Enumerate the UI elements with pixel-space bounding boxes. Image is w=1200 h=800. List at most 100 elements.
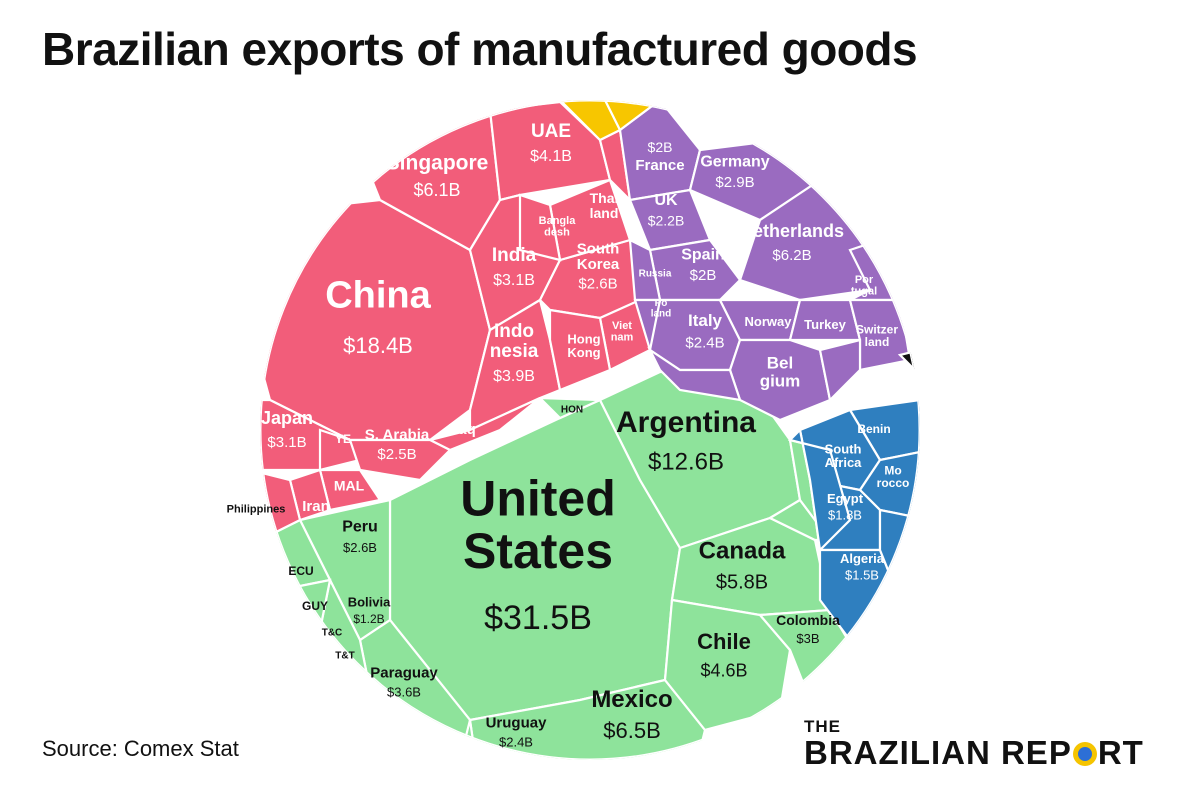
value-egypt: $1.8B [828,508,862,523]
label-chile: Chile [697,629,751,654]
label-india: India [492,245,537,266]
label-united-states-2: States [463,523,613,579]
value-spain: $2B [690,267,717,284]
label-poland-2: land [651,309,672,320]
label-t-t: T&T [335,650,354,661]
label-germany: Germany [700,154,769,171]
value-colombia: $3B [796,631,819,646]
cell-mexico [468,678,707,760]
label-morocco: Mo [884,464,901,478]
cell-europe-edge-1 [818,338,862,403]
value-canada: $5.8B [716,572,768,594]
label-iran: Iran [302,498,330,515]
cell-bangladesh [518,193,562,262]
label-poland: Po [655,298,668,309]
label-mal: MAL [334,478,365,494]
source-note: Source: Comex Stat [42,736,239,761]
label-morocco-2: rocco [877,476,910,490]
label-colombia: Colombia [776,612,840,628]
value-japan: $3.1B [267,434,306,451]
label-benin: Benin [857,422,890,436]
value-france: $2B [648,139,673,155]
label-switzerland: Switzer [856,323,898,337]
cell-africa-edge-2 [878,508,920,622]
label-indonesia-2: nesia [490,341,539,362]
label-uae: UAE [531,121,571,142]
label-guy: GUY [302,599,328,613]
value-s-arabia: $2.5B [377,446,416,463]
label-belgium-2: gium [760,371,801,390]
label-canada: Canada [699,537,786,564]
brand-logo: THE BRAZILIAN REP RT [804,718,1144,771]
logo-part-1: BRAZILIAN REP [804,734,1072,771]
value-singapore: $6.1B [413,180,460,200]
label-t-c: T&C [322,627,343,638]
label-indonesia: Indo [494,321,534,342]
logo-the: THE [804,717,841,736]
value-paraguay: $3.6B [387,684,421,699]
label-uruguay: Uruguay [486,714,548,731]
label-united-states: United [460,470,616,526]
label-vietnam-2: nam [611,331,634,343]
value-peru: $2.6B [343,540,377,555]
value-indonesia: $3.9B [493,368,535,385]
label-norway: Norway [745,314,793,329]
label-italy: Italy [688,311,723,330]
value-chile: $4.6B [700,660,747,680]
cell-europe-edge-2 [647,346,742,402]
label-japan: Japan [261,408,313,428]
value-uk: $2.2B [648,212,685,228]
label-netherlands: Netherlands [740,221,844,241]
label-bolivia: Bolivia [348,594,391,609]
chart-title: Brazilian exports of manufactured goods [42,23,918,75]
label-hong-kong: Hong [567,331,600,346]
label-s-arabia: S. Arabia [365,426,430,443]
label-france: France [635,157,684,174]
label-south-korea: South [577,240,620,257]
ball-icon [1072,742,1097,766]
label-peru: Peru [342,519,378,536]
label-russia: Russia [639,268,672,279]
cell-s-arabia [348,438,452,482]
value-germany: $2.9B [715,174,754,191]
value-united-states: $31.5B [484,599,592,637]
label-argentina: Argentina [616,406,756,439]
label-singapore: Singapore [386,151,489,174]
label-thailand: Thai [590,190,619,206]
label-mexico: Mexico [591,686,672,713]
label-portugal-2: tugal [851,285,877,297]
label-portugal: Por [855,274,874,286]
value-china: $18.4B [343,333,413,358]
label-philippines: Philippines [227,504,286,516]
value-netherlands: $6.2B [772,247,811,264]
logo-part-2: RT [1097,734,1144,771]
label-ecu: ECU [288,564,313,578]
label-switzerland-2: land [865,335,890,349]
label-bangladesh-2: desh [544,226,570,238]
value-bolivia: $1.2B [353,612,384,626]
cell-t-t [288,648,332,703]
logo-wordmark: BRAZILIAN REP RT [804,735,1144,771]
label-belgium: Bel [767,354,793,373]
label-spain: Spain [681,247,725,264]
label-algeria: Algeria [840,551,885,566]
label-egypt: Egypt [827,491,864,506]
cell-africa-edge-1 [787,427,852,553]
label-china: China [325,275,431,317]
label-south-africa-2: Africa [825,455,863,470]
value-algeria: $1.5B [845,568,879,583]
label-ye: YE [335,432,351,446]
label-hon: HON [561,404,583,415]
value-uae: $4.1B [530,148,572,165]
label-south-africa: South [825,441,862,456]
value-uruguay: $2.4B [499,734,533,749]
cell-switzerland [848,298,912,372]
label-paraguay: Paraguay [370,664,438,681]
label-uk: UK [654,192,678,209]
cell-hong-kong [548,308,612,392]
value-india: $3.1B [493,272,535,289]
value-argentina: $12.6B [648,448,724,475]
cell-hon [537,396,601,420]
label-iraq: Iraq [448,421,476,438]
